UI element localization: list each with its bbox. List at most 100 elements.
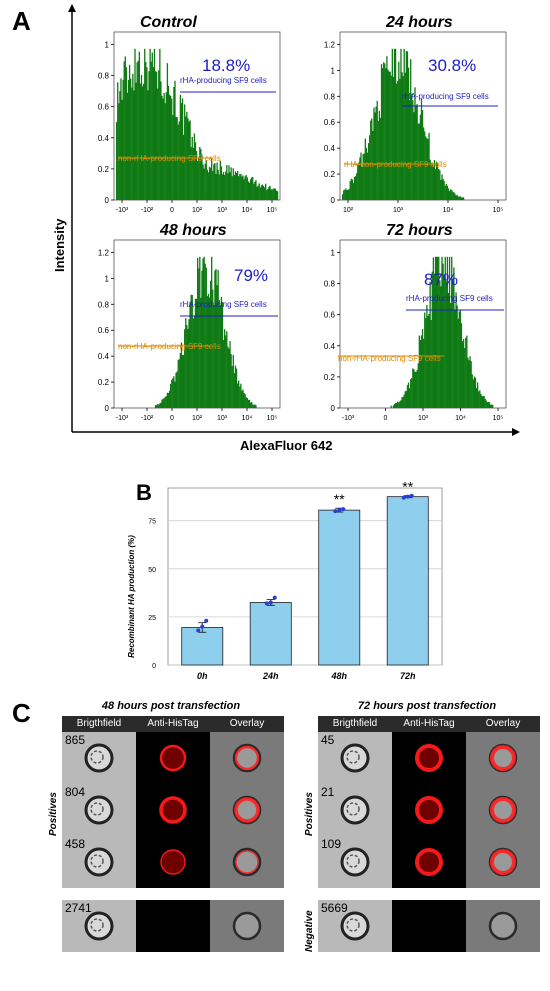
histogram-bar [432, 257, 435, 408]
histogram-bar [377, 121, 379, 200]
y-tick-label: 1 [105, 40, 110, 49]
histogram-bar [177, 360, 179, 408]
cell-tile-bf [62, 732, 136, 784]
histogram-bar [375, 106, 377, 200]
cell-tile-ov [466, 836, 540, 888]
histogram-bar [427, 315, 429, 408]
cell-texture [346, 750, 360, 764]
negative-cell-tile-fl [136, 900, 210, 952]
histogram-bar [420, 99, 423, 200]
bar-chart: 0 25 50 75 Recombinant HA production (%) 0h 24… [127, 480, 443, 681]
histogram-48h: 48 hours 0 0.2 0.4 0.6 0.8 1 1.2 -10³ -10² 0 10² 10³… [84, 218, 294, 428]
histogram-bar [266, 189, 268, 200]
histogram-bar [419, 114, 422, 200]
data-point [337, 508, 342, 513]
histogram-bar [403, 48, 405, 200]
histogram-bar [192, 318, 194, 408]
histogram-bar [481, 395, 483, 408]
histogram-bar [456, 305, 458, 408]
histogram-bar [405, 390, 408, 408]
x-tick-label: -10³ [342, 415, 355, 422]
cell-image [160, 849, 186, 875]
cell-texture [90, 750, 104, 764]
histogram-bar [187, 328, 189, 408]
negative-cell-tile-bf [318, 900, 392, 952]
x-axis-title: AlexaFluor 642 [240, 438, 333, 453]
histogram-bar [396, 402, 398, 408]
histogram-bar [384, 63, 386, 201]
histogram-bar [438, 256, 440, 408]
column-header: Brigthfield [318, 716, 392, 732]
cell-membrane [340, 795, 370, 825]
histogram-bar [201, 154, 203, 200]
x-tick-label: 0 [170, 207, 174, 214]
fluorescence-ring [160, 849, 186, 875]
histogram-bar [188, 121, 190, 200]
histogram-bar [248, 399, 251, 408]
histogram-bar [446, 185, 449, 200]
histogram-bar [218, 174, 220, 200]
x-tick-label: -10² [141, 415, 154, 422]
histogram-bar [257, 185, 259, 200]
histogram-bar [193, 315, 196, 408]
histogram-bar [138, 51, 140, 200]
histogram-bar [218, 300, 220, 408]
histogram-bar [363, 153, 365, 200]
histogram-bar [452, 191, 454, 200]
histogram-bar [472, 379, 474, 408]
histogram-bar [144, 48, 146, 200]
x-tick-label: -10² [141, 207, 154, 214]
cell-membrane [340, 847, 370, 877]
histogram-bar [118, 103, 120, 200]
histogram-bar [137, 60, 139, 200]
histogram-bar [155, 71, 158, 200]
histogram-bar [229, 172, 231, 200]
panel-a-letter: A [12, 6, 31, 36]
histogram-bar [227, 173, 229, 200]
histogram-bar [343, 190, 345, 200]
histogram-bar [216, 162, 218, 200]
cell-texture [90, 854, 104, 868]
histogram-bar [394, 403, 397, 408]
histogram-bar [221, 302, 224, 408]
histogram-bar [208, 297, 211, 408]
cell-image [340, 847, 370, 877]
histogram-bar [400, 400, 402, 408]
histogram-bar [344, 189, 346, 200]
histogram-bar [265, 183, 267, 200]
histogram-bar [127, 80, 130, 200]
histogram-bar [467, 357, 469, 408]
histogram-bar [400, 48, 402, 200]
histogram-bar [428, 313, 430, 408]
histogram-bar [447, 292, 450, 408]
histogram-bar [452, 280, 454, 408]
histogram-bar [203, 256, 205, 408]
histogram-bar [441, 174, 443, 200]
group-title: 48 hours post transfection [101, 700, 241, 712]
column-header: Anti-HisTag AF647 [136, 716, 210, 745]
negative-gate-label: non-rHA-producing SF9 cells [118, 154, 221, 163]
histogram-bar [471, 374, 473, 408]
histogram-bar [260, 185, 263, 200]
histogram-bar [163, 92, 165, 200]
histogram-bar [177, 124, 179, 200]
cell-image [84, 847, 114, 877]
histogram-bar [224, 174, 226, 200]
histogram-bar [151, 52, 153, 200]
negative-gate-label: rHA-non-producing SF9 cells [344, 160, 447, 169]
x-tick-label: 10³ [418, 415, 429, 422]
histogram-plot: 0 0.2 0.4 0.6 0.8 1 -10³ -10² 0 10² 10³ 10⁴ 10⁵ [98, 31, 281, 214]
histogram-bar [374, 112, 376, 200]
histogram-bar [403, 394, 405, 408]
negative-gate-label: non-rHA-producing SF9 cells [338, 354, 441, 363]
x-tick-label: 10⁴ [443, 207, 454, 214]
histogram-bar [439, 170, 441, 200]
histogram-bar [360, 152, 362, 200]
histogram-bar [475, 388, 478, 408]
histogram-bar [468, 360, 470, 408]
histogram-bar [153, 48, 156, 200]
cell-tile-fl [136, 836, 210, 888]
histogram-bar [200, 149, 202, 200]
x-tick-label: 10⁴ [242, 207, 253, 214]
histogram-bar [180, 342, 183, 408]
